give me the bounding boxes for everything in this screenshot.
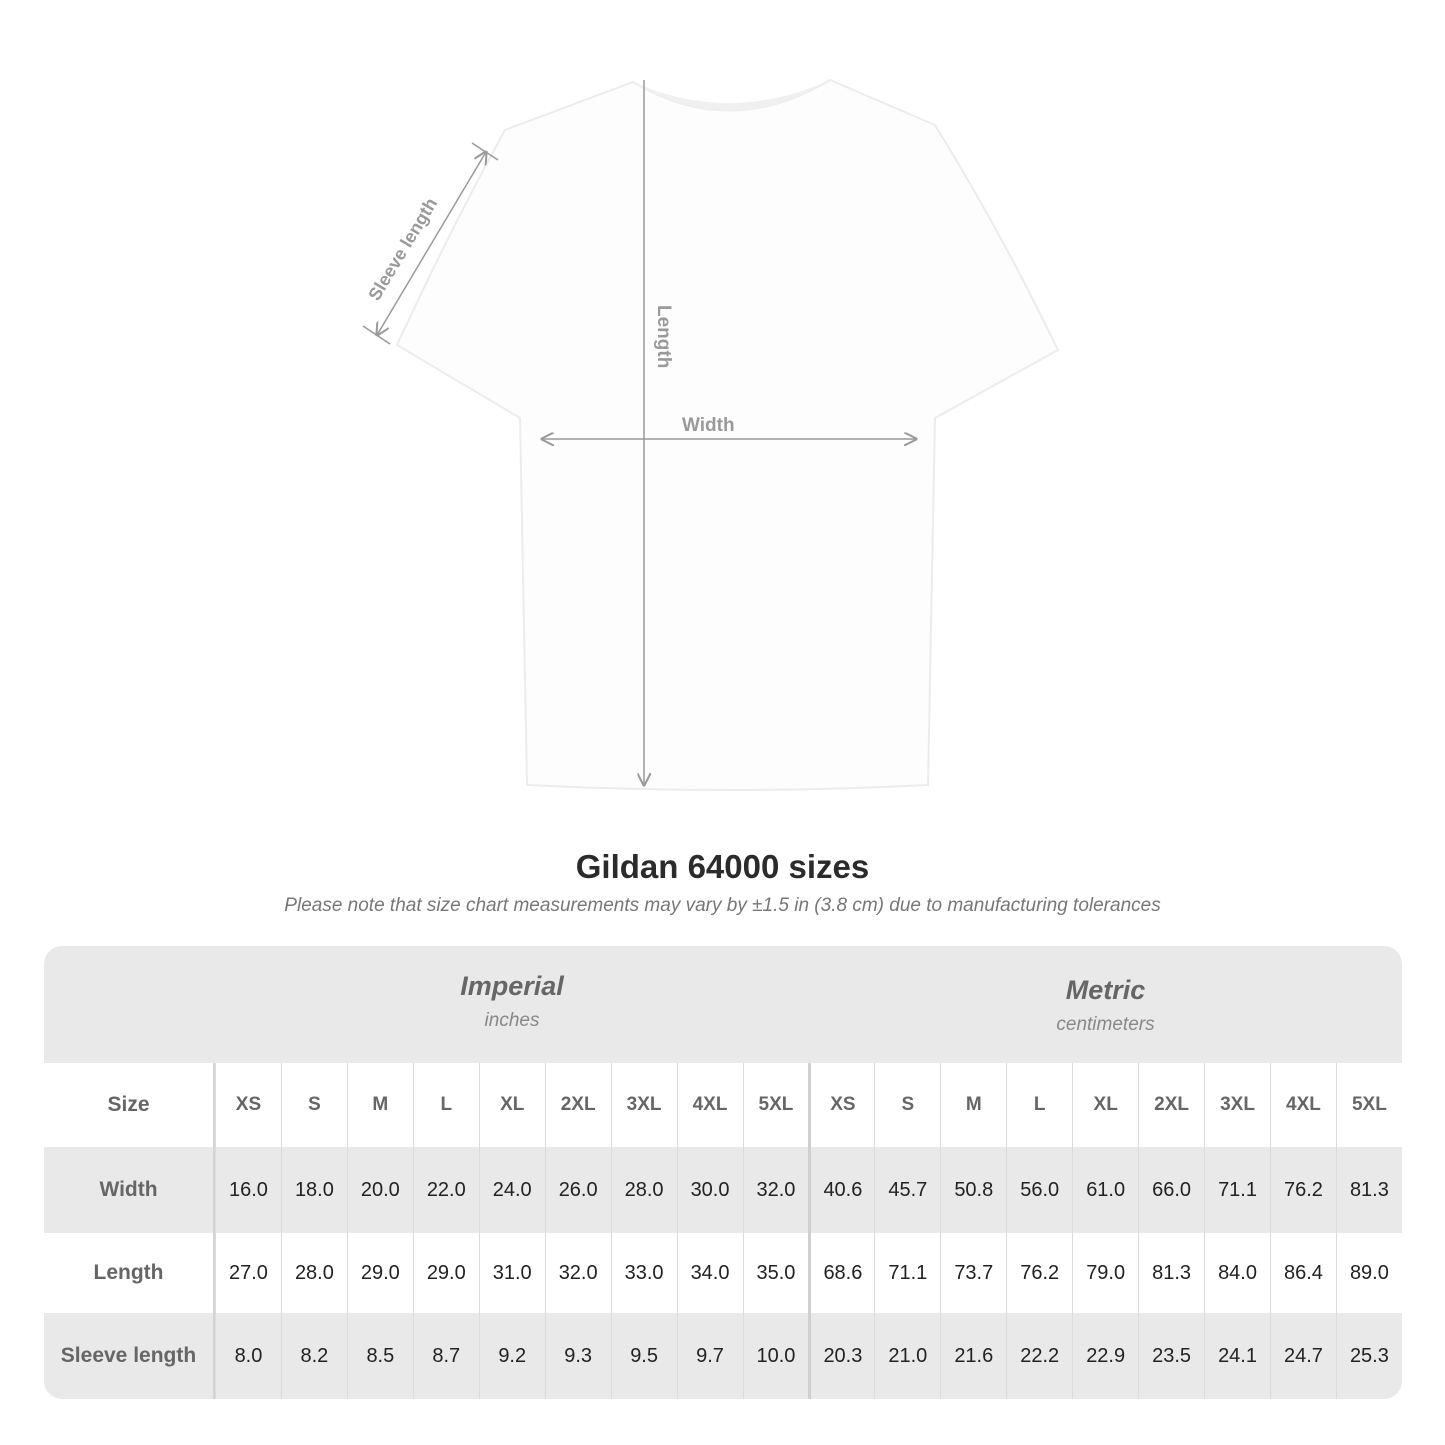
metric-label: Metric xyxy=(1065,975,1146,1005)
value-cell: 21.0 xyxy=(874,1313,940,1399)
row-label: Size xyxy=(44,1063,215,1147)
size-header-cell: XL xyxy=(478,1063,545,1147)
value-cell: 24.1 xyxy=(1204,1313,1270,1399)
value-cell: 18.0 xyxy=(280,1147,347,1233)
width-label: Width xyxy=(682,415,735,436)
collar xyxy=(633,80,830,111)
value-cell: 50.8 xyxy=(940,1147,1006,1233)
size-header-cell: 4XL xyxy=(676,1063,743,1147)
table-row: Width 16.0 18.0 20.0 22.0 24.0 26.0 28.0 30.0 32.… xyxy=(44,1147,1402,1233)
sleeve-measure-line xyxy=(377,152,486,335)
size-header-cell: 5XL xyxy=(1335,1063,1402,1147)
value-cell: 8.5 xyxy=(346,1313,413,1399)
size-header-cell: XS xyxy=(808,1063,874,1147)
size-table: Imperial inches Metric centimeters Size X… xyxy=(44,946,1402,1399)
value-cell: 61.0 xyxy=(1072,1147,1138,1233)
value-cell: 30.0 xyxy=(676,1147,743,1233)
value-cell: 45.7 xyxy=(874,1147,940,1233)
size-header-cell: 2XL xyxy=(1138,1063,1204,1147)
size-header-row: Size XS S M L XL 2XL 3XL 4XL 5XL XS S M L XL 2XL 3XL 4XL 5… xyxy=(44,1063,1402,1147)
table-row: Length 27.0 28.0 29.0 29.0 31.0 32.0 33.0 34.0 35… xyxy=(44,1233,1402,1313)
row-label: Sleeve length xyxy=(44,1313,215,1399)
value-cell: 8.7 xyxy=(412,1313,479,1399)
table-row: Sleeve length 8.0 8.2 8.5 8.7 9.2 9.3 9.5 9.7 10.… xyxy=(44,1313,1402,1399)
size-header-cell: M xyxy=(346,1063,413,1147)
size-header-cell: 2XL xyxy=(544,1063,611,1147)
value-cell: 66.0 xyxy=(1138,1147,1204,1233)
imperial-unit: inches xyxy=(484,1010,540,1031)
imperial-label: Imperial xyxy=(460,971,564,1001)
value-cell: 56.0 xyxy=(1006,1147,1072,1233)
value-cell: 26.0 xyxy=(544,1147,611,1233)
row-label: Width xyxy=(44,1147,215,1233)
size-header-cell: 3XL xyxy=(1204,1063,1270,1147)
size-header-cell: L xyxy=(412,1063,479,1147)
value-cell: 71.1 xyxy=(874,1233,940,1313)
size-header-cell: M xyxy=(940,1063,1006,1147)
value-cell: 89.0 xyxy=(1335,1233,1402,1313)
size-header-cell: S xyxy=(874,1063,940,1147)
value-cell: 81.3 xyxy=(1335,1147,1402,1233)
size-header-cell: XL xyxy=(1072,1063,1138,1147)
value-cell: 20.0 xyxy=(346,1147,413,1233)
value-cell: 22.9 xyxy=(1072,1313,1138,1399)
value-cell: 31.0 xyxy=(478,1233,545,1313)
tolerance-note: Please note that size chart measurements… xyxy=(284,895,1161,916)
value-cell: 20.3 xyxy=(808,1313,874,1399)
size-header-cell: 3XL xyxy=(610,1063,677,1147)
value-cell: 22.0 xyxy=(412,1147,479,1233)
size-header-cell: L xyxy=(1006,1063,1072,1147)
value-cell: 84.0 xyxy=(1204,1233,1270,1313)
value-cell: 73.7 xyxy=(940,1233,1006,1313)
value-cell: 76.2 xyxy=(1006,1233,1072,1313)
size-header-cell: S xyxy=(280,1063,347,1147)
value-cell: 9.3 xyxy=(544,1313,611,1399)
value-cell: 9.7 xyxy=(676,1313,743,1399)
value-cell: 76.2 xyxy=(1270,1147,1336,1233)
imperial-header: Imperial inches xyxy=(215,946,809,1088)
value-cell: 24.0 xyxy=(478,1147,545,1233)
value-cell: 24.7 xyxy=(1270,1313,1336,1399)
value-cell: 10.0 xyxy=(742,1313,809,1399)
value-cell: 22.2 xyxy=(1006,1313,1072,1399)
row-label: Length xyxy=(44,1233,215,1313)
value-cell: 79.0 xyxy=(1072,1233,1138,1313)
value-cell: 16.0 xyxy=(215,1147,281,1233)
metric-header: Metric centimeters xyxy=(809,946,1402,1092)
value-cell: 68.6 xyxy=(808,1233,874,1313)
value-cell: 29.0 xyxy=(346,1233,413,1313)
size-header-cell: 4XL xyxy=(1270,1063,1336,1147)
value-cell: 9.5 xyxy=(610,1313,677,1399)
value-cell: 35.0 xyxy=(742,1233,809,1313)
size-header-cell: 5XL xyxy=(742,1063,809,1147)
value-cell: 27.0 xyxy=(215,1233,281,1313)
metric-unit: centimeters xyxy=(1056,1014,1155,1035)
page-title: Gildan 64000 sizes xyxy=(575,848,870,885)
value-cell: 8.2 xyxy=(280,1313,347,1399)
length-label: Length xyxy=(653,305,674,368)
tshirt-diagram: Length Width Sleeve length xyxy=(362,78,1060,791)
value-cell: 23.5 xyxy=(1138,1313,1204,1399)
value-cell: 21.6 xyxy=(940,1313,1006,1399)
value-cell: 25.3 xyxy=(1335,1313,1402,1399)
value-cell: 32.0 xyxy=(742,1147,809,1233)
value-cell: 28.0 xyxy=(610,1147,677,1233)
value-cell: 86.4 xyxy=(1270,1233,1336,1313)
value-cell: 9.2 xyxy=(478,1313,545,1399)
value-cell: 40.6 xyxy=(808,1147,874,1233)
value-cell: 71.1 xyxy=(1204,1147,1270,1233)
value-cell: 28.0 xyxy=(280,1233,347,1313)
value-cell: 34.0 xyxy=(676,1233,743,1313)
value-cell: 32.0 xyxy=(544,1233,611,1313)
value-cell: 33.0 xyxy=(610,1233,677,1313)
value-cell: 8.0 xyxy=(215,1313,281,1399)
value-cell: 81.3 xyxy=(1138,1233,1204,1313)
value-cell: 29.0 xyxy=(412,1233,479,1313)
size-header-cell: XS xyxy=(215,1063,281,1147)
